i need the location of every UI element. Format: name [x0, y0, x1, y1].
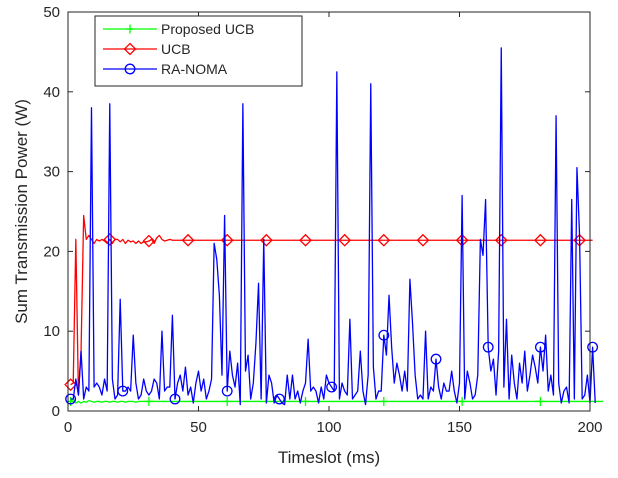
y-tick-label: 10 — [43, 323, 60, 340]
legend-label: UCB — [161, 41, 191, 57]
data-point-ra-noma — [378, 329, 390, 341]
legend-swatch-marker — [125, 24, 135, 34]
legend-item-proposed-ucb: Proposed UCB — [103, 21, 254, 37]
data-point-ra-noma — [587, 341, 599, 353]
series-line-ucb — [70, 214, 593, 396]
y-tick-label: 20 — [43, 243, 60, 260]
data-point-ucb — [103, 233, 117, 246]
data-point-proposed-ucb — [379, 396, 389, 406]
series-ucb — [64, 214, 593, 396]
legend-swatch-marker — [124, 63, 136, 75]
data-point-proposed-ucb — [222, 396, 232, 406]
legend: Proposed UCB UCB RA-NOMA — [94, 15, 303, 87]
data-point-ra-noma — [169, 393, 181, 405]
data-point-ucb — [338, 233, 352, 247]
data-point-ucb — [259, 233, 273, 247]
data-point-ucb — [181, 233, 195, 247]
data-point-ra-noma — [326, 381, 338, 393]
series-line-ra-noma — [70, 47, 596, 406]
legend-swatch-marker — [123, 42, 137, 56]
data-point-ucb — [377, 233, 391, 247]
y-tick-label: 50 — [43, 4, 60, 21]
data-point-ra-noma — [117, 385, 129, 397]
data-point-ucb — [416, 233, 430, 247]
y-tick-label: 0 — [52, 403, 60, 420]
data-point-ucb — [64, 378, 78, 392]
y-tick-label: 40 — [43, 84, 60, 101]
data-point-ra-noma — [221, 385, 233, 397]
data-point-ra-noma — [534, 341, 546, 353]
y-tick-label: 30 — [43, 164, 60, 181]
data-point-proposed-ucb — [457, 396, 467, 406]
data-point-proposed-ucb — [535, 396, 545, 406]
data-point-ucb — [299, 233, 312, 247]
data-point-proposed-ucb — [144, 396, 154, 406]
data-point-proposed-ucb — [301, 396, 311, 406]
data-point-ra-noma — [273, 393, 285, 405]
x-tick-label: 50 — [190, 419, 207, 436]
data-point-ucb — [220, 233, 234, 247]
series-layer — [64, 47, 604, 406]
legend-label: Proposed UCB — [161, 21, 254, 37]
x-axis-label: Timeslot (ms) — [278, 448, 380, 467]
data-point-ra-noma — [65, 393, 77, 405]
data-point-ra-noma — [482, 341, 494, 353]
data-point-ucb — [142, 234, 156, 248]
data-point-ucb — [494, 233, 508, 247]
series-ra-noma — [65, 47, 599, 406]
series-line-proposed-ucb — [70, 398, 604, 404]
axis-layer: 0 50 100 150 200 0 10 20 30 40 50 — [43, 4, 602, 436]
x-tick-label: 0 — [64, 419, 72, 436]
legend-item-ra-noma: RA-NOMA — [103, 61, 228, 77]
x-tick-label: 150 — [447, 419, 472, 436]
legend-label: RA-NOMA — [161, 61, 228, 77]
x-tick-label: 100 — [316, 419, 341, 436]
data-point-ucb — [533, 233, 547, 247]
x-tick-label: 200 — [577, 419, 602, 436]
y-axis-label: Sum Transmission Power (W) — [12, 99, 31, 324]
data-point-ra-noma — [430, 353, 442, 365]
legend-item-ucb: UCB — [103, 41, 191, 57]
